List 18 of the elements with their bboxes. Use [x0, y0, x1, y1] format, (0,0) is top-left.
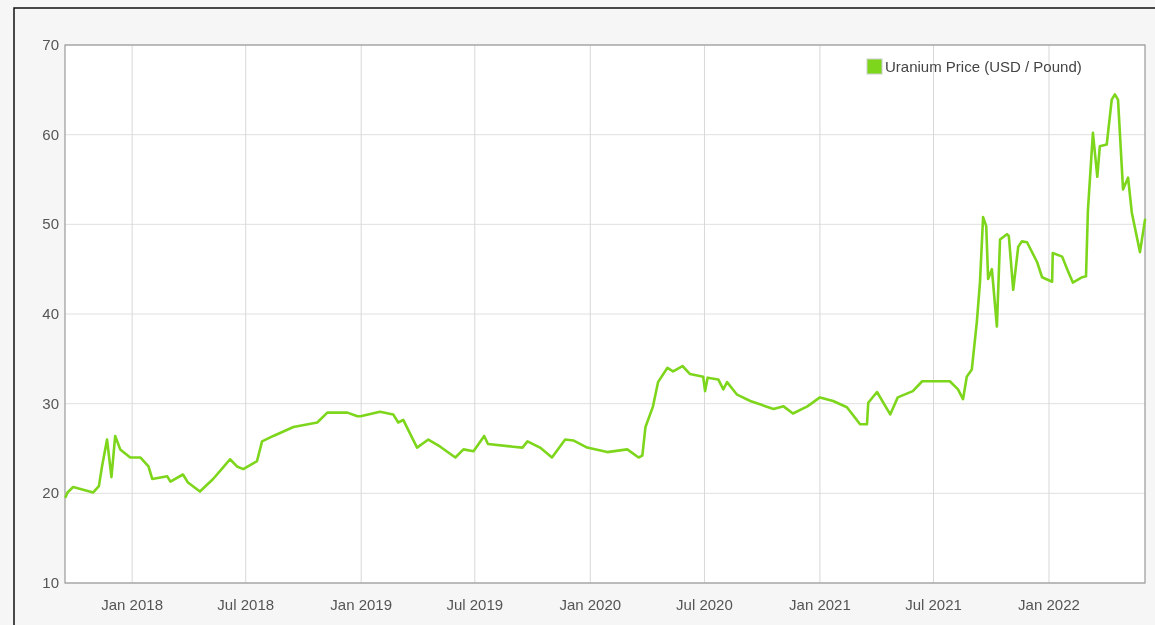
- y-tick-label: 60: [42, 125, 59, 143]
- y-tick-label: 20: [42, 484, 59, 502]
- x-tick-label: Jan 2020: [559, 596, 622, 613]
- x-tick-label: Jan 2018: [101, 596, 164, 613]
- x-tick-label: Jan 2021: [789, 596, 851, 613]
- y-tick-label: 10: [42, 574, 59, 591]
- x-tick-label: Jul 2019: [446, 596, 504, 613]
- x-tick-label: Jul 2018: [217, 596, 275, 613]
- y-tick-label: 30: [42, 394, 59, 412]
- x-tick-label: Jul 2020: [676, 596, 733, 613]
- x-tick-label: Jan 2022: [1018, 596, 1080, 613]
- legend-label: Uranium Price (USD / Pound): [885, 58, 1082, 75]
- line-series: [64, 93, 1147, 499]
- x-tick-label: Jul 2021: [905, 596, 962, 613]
- y-tick-label: 40: [42, 305, 59, 322]
- y-tick-label: 70: [42, 36, 59, 53]
- x-tick-label: Jan 2019: [330, 596, 393, 613]
- y-tick-label: 50: [42, 215, 59, 233]
